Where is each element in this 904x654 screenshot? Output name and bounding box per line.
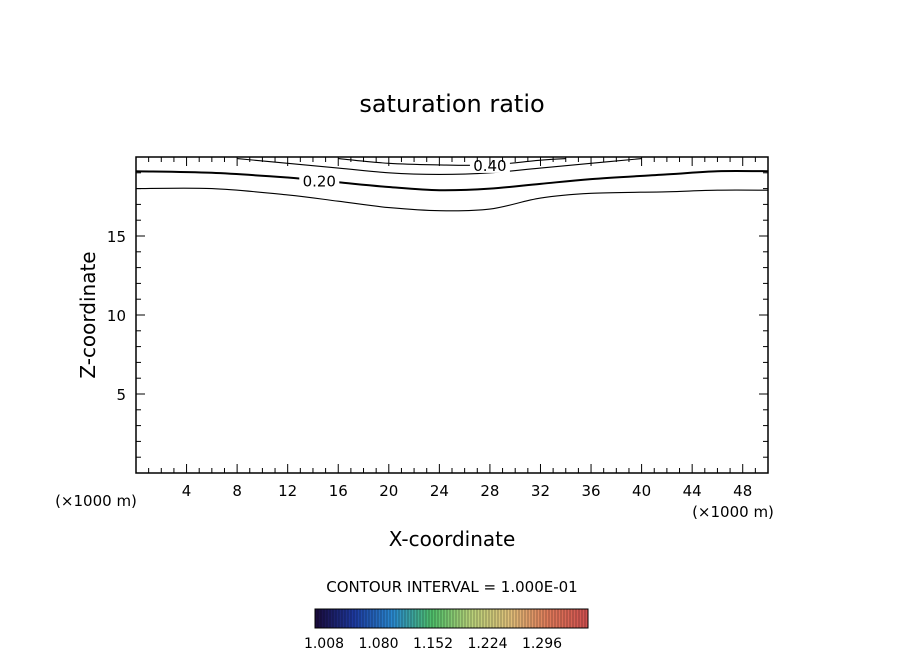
contour-line-0.30 <box>237 158 642 175</box>
y-tick-label: 10 <box>107 307 126 325</box>
contour-line-0.10 <box>135 187 769 212</box>
y-axis-label: Z-coordinate <box>76 251 100 378</box>
x-unit-label-right: (×1000 m) <box>692 503 774 521</box>
x-tick-label: 12 <box>278 482 297 500</box>
x-tick-label: 20 <box>379 482 398 500</box>
colorbar-tick-label: 1.080 <box>358 636 398 652</box>
colorbar-tick-label: 1.008 <box>304 636 344 652</box>
x-tick-label: 48 <box>733 482 752 500</box>
x-tick-label: 24 <box>430 482 449 500</box>
colorbar-tick-label: 1.152 <box>413 636 453 652</box>
colorbar-tick-label: 1.296 <box>522 636 562 652</box>
x-axis-label: X-coordinate <box>389 527 516 551</box>
x-tick-label: 16 <box>329 482 348 500</box>
x-unit-label-left: (×1000 m) <box>55 492 137 510</box>
plot-axes <box>135 156 769 474</box>
contour-lines <box>135 158 769 212</box>
y-tick-label: 15 <box>107 228 126 246</box>
contour-interval-label: CONTOUR INTERVAL = 1.000E-01 <box>326 578 577 596</box>
y-tick-labels: 5 10 15 <box>107 228 126 404</box>
x-tick-label: 8 <box>232 482 242 500</box>
x-tick-label: 44 <box>683 482 702 500</box>
y-tick-label: 5 <box>116 386 126 404</box>
colorbar-tick-label: 1.224 <box>467 636 507 652</box>
x-tick-label: 4 <box>182 482 192 500</box>
colorbar-fill <box>314 608 589 629</box>
contour-label-bg <box>299 171 340 189</box>
x-tick-label: 28 <box>480 482 499 500</box>
colorbar <box>314 608 589 629</box>
chart-title: saturation ratio <box>359 90 544 118</box>
contour-label-0.20: 0.20 <box>303 173 336 191</box>
x-tick-labels: 4 8 12 16 20 24 28 32 36 40 44 48 <box>182 482 752 500</box>
plot-frame <box>135 156 769 474</box>
colorbar-tick-labels: 1.008 1.080 1.152 1.224 1.296 <box>304 636 562 652</box>
contour-line-0.20 <box>135 169 769 192</box>
x-tick-label: 32 <box>531 482 550 500</box>
x-tick-label: 40 <box>632 482 651 500</box>
x-tick-label: 36 <box>581 482 600 500</box>
contour-line-0.40 <box>338 158 566 166</box>
